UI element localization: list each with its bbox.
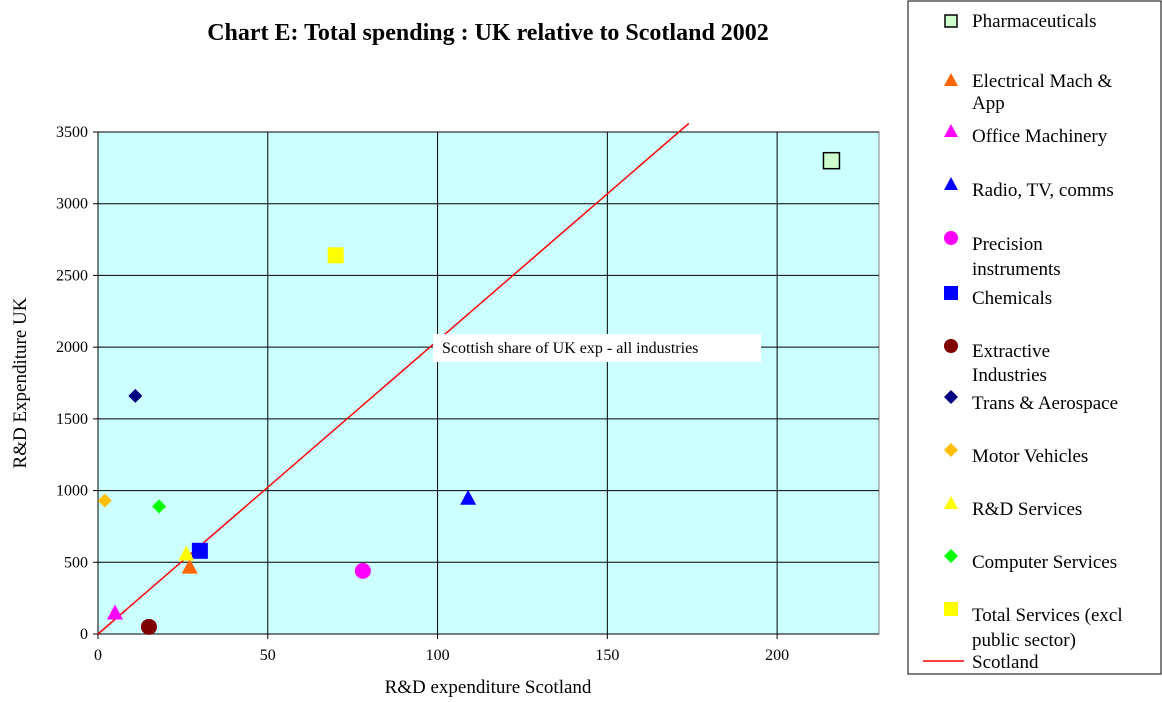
x-tick-label: 100	[426, 647, 450, 664]
legend-marker-chemicals	[944, 286, 958, 300]
y-tick-label: 3500	[56, 124, 88, 141]
y-tick-label: 2000	[56, 339, 88, 356]
legend-marker-pharmaceuticals	[944, 14, 958, 28]
y-axis-label: R&D Expenditure UK	[10, 297, 31, 468]
legend-label-computer-services: Computer Services	[972, 552, 1117, 573]
legend-label-extractive-industries: Extractive Industries	[972, 341, 1050, 386]
x-tick-label: 0	[94, 647, 102, 664]
plot-area	[97, 131, 880, 635]
legend-marker-office-machinery	[944, 124, 958, 137]
y-tick-label: 1500	[56, 411, 88, 428]
legend-label-r-d-services: R&D Services	[972, 499, 1082, 520]
legend-marker-trans-aerospace	[944, 390, 958, 404]
point-extractive-industries	[140, 618, 157, 635]
point-pharmaceuticals	[822, 151, 841, 170]
y-tick-label: 3000	[56, 196, 88, 213]
legend-label-trans-aerospace: Trans & Aerospace	[972, 393, 1118, 414]
x-axis-label: R&D expenditure Scotland	[385, 677, 592, 698]
data-points	[97, 151, 841, 635]
axes	[93, 131, 879, 639]
point-office-machinery	[106, 604, 123, 620]
legend-label-pharmaceuticals: Pharmaceuticals	[972, 11, 1097, 32]
point-motor-vehicles	[97, 493, 112, 508]
legend-label-total-services-excl-public-sector: Total Services (excl public sector)	[972, 605, 1123, 651]
point-precision-instruments	[354, 562, 371, 579]
y-tick-labels: 0 500 1000 1500 2000 2500 3000 3500	[56, 124, 88, 643]
legend-marker-electrical-mach-app	[944, 73, 958, 86]
point-electrical-mach-app	[181, 558, 198, 574]
point-total-services-excl-public-sector	[327, 247, 344, 264]
legend-box	[907, 0, 1162, 675]
point-chemicals	[191, 542, 208, 559]
legend: Pharmaceuticals Electrical Mach & App Offic…	[923, 11, 1123, 673]
legend-marker-precision-instruments	[944, 231, 958, 245]
x-tick-labels: 0 50 100 150 200	[94, 647, 789, 664]
point-computer-services	[152, 499, 167, 514]
legend-marker-extractive-industries	[944, 339, 958, 353]
y-tick-label: 2500	[56, 267, 88, 284]
legend-label-precision-instruments: Precision instruments	[972, 234, 1061, 280]
y-tick-label: 1000	[56, 483, 88, 500]
legend-label-chemicals: Chemicals	[972, 288, 1052, 309]
legend-label-motor-vehicles: Motor Vehicles	[972, 446, 1088, 467]
x-tick-label: 50	[260, 647, 276, 664]
y-tick-label: 0	[80, 626, 88, 643]
point-r-d-services	[178, 545, 195, 561]
legend-marker-r-d-services	[944, 496, 958, 509]
legend-marker-radio-tv-comms	[944, 177, 958, 190]
x-tick-label: 200	[765, 647, 789, 664]
legend-marker-total-services-excl-public-sector	[944, 602, 958, 616]
y-tick-label: 500	[64, 554, 88, 571]
legend-label-radio-tv-comms: Radio, TV, comms	[972, 180, 1114, 201]
legend-label-electrical-mach-app: Electrical Mach & App	[972, 71, 1113, 114]
legend-label-scotland: Scotland	[972, 652, 1039, 673]
point-radio-tv-comms	[460, 489, 477, 505]
chart-title: Chart E: Total spending : UK relative to…	[207, 20, 769, 46]
point-trans-aerospace	[128, 388, 143, 403]
legend-label-office-machinery: Office Machinery	[972, 126, 1108, 147]
x-tick-label: 150	[595, 647, 619, 664]
legend-marker-computer-services	[944, 549, 958, 563]
legend-marker-motor-vehicles	[944, 443, 958, 457]
annotation-box	[433, 334, 761, 362]
grid	[98, 131, 879, 634]
annotation-text: Scottish share of UK exp - all industrie…	[442, 340, 698, 357]
